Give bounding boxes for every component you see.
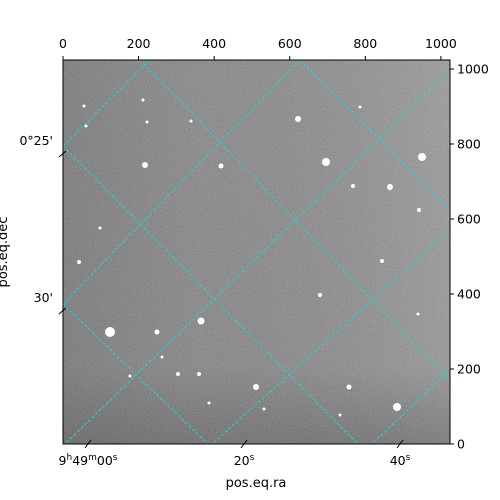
left-tick [58,307,67,315]
star-field [77,98,426,417]
star [351,184,355,188]
grid-line [299,60,450,211]
top-tick-label: 400 [202,36,226,51]
star [262,407,266,411]
plot-frame [62,59,451,445]
bottom-tick [240,439,248,449]
star [141,98,145,102]
star [253,384,259,390]
grid-line [139,60,450,381]
left-dec-axis: 0°25' 30' [19,133,67,315]
grid-line [63,303,209,444]
star [160,355,164,359]
top-tick-label: 200 [127,36,151,51]
right-tick-label: 800 [457,137,481,152]
y-axis-label: pos.eq.dec [0,217,11,288]
bottom-tick-label: 40s [390,453,411,468]
star [189,119,193,123]
star [105,327,115,337]
right-pixel-axis: 0 200 400 600 800 1000 [450,62,489,452]
star [318,293,322,297]
star [218,163,224,169]
star [393,403,401,411]
bottom-tick [84,439,92,449]
grid-line [63,60,301,305]
bottom-tick [396,439,404,449]
star [417,208,421,212]
star [387,184,393,190]
right-tick-label: 400 [457,287,481,302]
star [295,116,301,122]
star [346,384,352,390]
left-tick-label: 0°25' [19,133,53,148]
star [154,329,160,335]
star [98,226,102,230]
top-tick-label: 600 [278,36,302,51]
left-tick [58,150,67,158]
top-tick-label: 0 [59,36,67,51]
right-tick-label: 0 [457,437,465,452]
star [82,104,86,108]
top-pixel-axis: 0 200 400 600 800 1000 [59,36,457,60]
grid-line [63,60,151,147]
star [128,374,132,378]
top-tick-label: 1000 [425,36,457,51]
left-tick-label: 30' [34,290,53,305]
star [416,312,420,316]
grid-line [63,145,359,444]
right-tick-label: 200 [457,362,481,377]
coordinate-grid [63,60,450,444]
star [358,105,362,109]
star [338,413,342,417]
star [207,401,211,405]
star [418,153,426,161]
star [84,124,88,128]
star [176,372,180,376]
bottom-tick-label: 9h49m00s [59,453,118,468]
bottom-tick-label: 20s [234,453,255,468]
right-tick-label: 1000 [457,62,489,77]
star [145,120,149,124]
star [197,372,201,376]
star [197,317,205,325]
grid-line [211,229,450,444]
top-tick-label: 800 [353,36,377,51]
star [322,158,330,166]
right-tick-label: 600 [457,212,481,227]
sky-image [63,60,450,444]
bottom-ra-axis: 9h49m00s 20s 40s [59,439,411,468]
grid-line [371,369,450,444]
star [380,259,384,263]
x-axis-label: pos.eq.ra [226,476,287,491]
star [142,162,148,168]
star [77,260,81,264]
